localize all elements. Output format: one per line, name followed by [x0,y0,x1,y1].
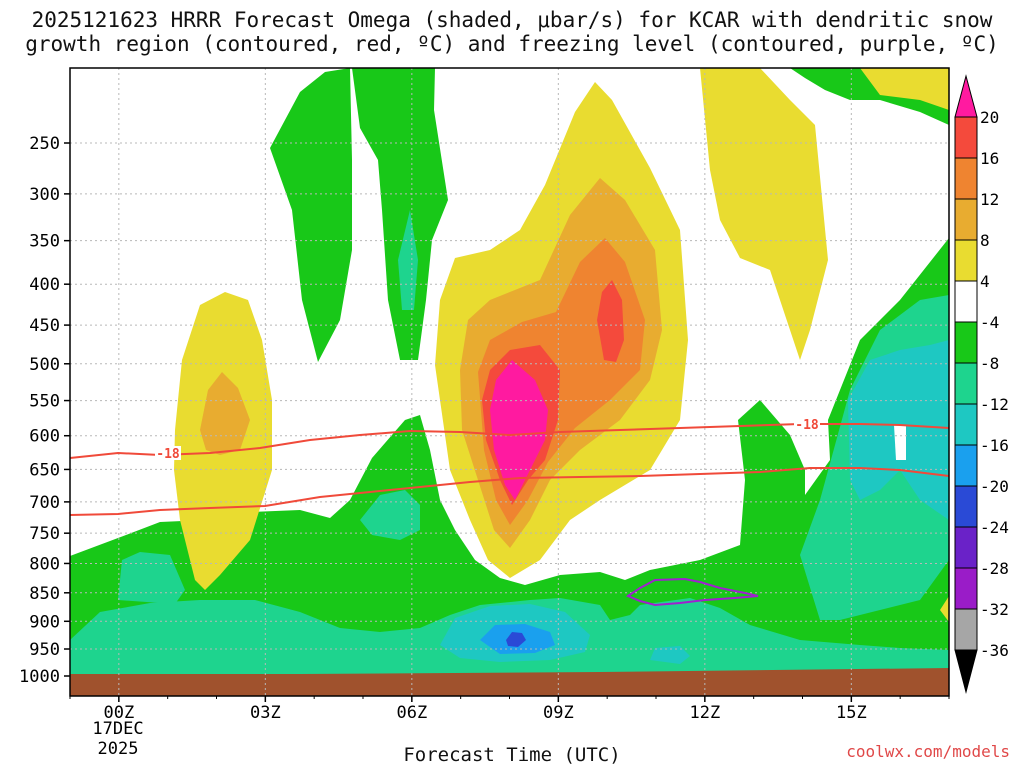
colorbar-label: -36 [980,641,1009,660]
chart-title-line1: 2025121623 HRRR Forecast Omega (shaded, … [31,8,993,32]
y-tick-label: 600 [29,427,60,447]
colorbar-segment [954,485,978,528]
colorbar-segment [954,116,978,159]
y-tick-label: 300 [29,185,60,205]
y-tick-label: 900 [29,612,60,632]
y-tick-label: 950 [29,640,60,660]
y-tick-label: 850 [29,584,60,604]
colorbar-segment [954,280,978,323]
colorbar-segment [954,239,978,282]
colorbar-segment [954,362,978,405]
colorbar-segment [954,444,978,487]
colorbar-label: -16 [980,436,1009,455]
y-tick-label: 450 [29,316,60,336]
omega-region-white-hole [894,425,906,460]
colorbar-label: 4 [980,272,990,291]
contour-label-bg-2 [794,417,820,431]
omega-region-teal-mid [360,490,420,540]
ground-terrain-edge [70,668,949,696]
omega-region-teal-upper-mid [398,210,418,310]
y-axis: 250 300 350 400 450 500 550 600 650 700 750 800 850 9… [19,134,70,687]
omega-region-teal-left [118,552,185,604]
contour-label-bg-1 [155,446,181,460]
omega-region-red-upper [597,280,624,362]
colorbar-segment [954,567,978,610]
colorbar-label: -4 [980,313,999,332]
colorbar-segment [954,157,978,200]
colorbar-label: 20 [980,108,999,127]
colorbar-segment [954,403,978,446]
x-tick-label: 00Z [103,703,134,723]
colorbar-segment [954,74,978,118]
x-axis-title: Forecast Time (UTC) [403,744,621,766]
y-tick-label: 350 [29,232,60,252]
omega-region-cyan-small [650,646,690,664]
omega-region-magenta-core [490,360,548,500]
colorbar-segment [954,526,978,569]
colorbar-label: -8 [980,354,999,373]
omega-region-yellow-topright [860,68,949,110]
colorbar-segment [954,649,978,694]
x-tick-label: 06Z [396,703,427,723]
x-tick-label: 03Z [250,703,281,723]
dgz-contour-lower [69,467,950,516]
colorbar-label: 12 [980,190,999,209]
contour-label-1: -18 [156,447,180,462]
chart-title-line2: growth region (contoured, red, ºC) and f… [25,32,999,56]
y-tick-label: 750 [29,524,60,544]
x-tick-label: 09Z [543,703,574,723]
colorbar-label: -20 [980,477,1009,496]
colorbar-label: -32 [980,600,1009,619]
date-label-day: 17DEC [92,719,143,739]
gridlines [70,68,949,696]
date-label-year: 2025 [98,739,139,759]
x-tick-label: 12Z [689,703,720,723]
y-tick-label: 550 [29,392,60,412]
omega-region-darkblue-core [506,632,526,647]
omega-region-green-lowlevel [70,238,949,696]
y-tick-label: 250 [29,134,60,154]
contour-label-2: -18 [795,418,819,433]
y-tick-label: 800 [29,554,60,574]
colorbar-label: 16 [980,149,999,168]
colorbar-segment [954,608,978,651]
y-tick-label: 650 [29,460,60,480]
omega-region-green-upper-left [270,68,352,362]
x-axis: 00Z 03Z 06Z 09Z 12Z 15Z [69,696,950,723]
y-tick-label: 400 [29,275,60,295]
y-tick-label: 700 [29,493,60,513]
x-tick-label: 15Z [836,703,867,723]
colorbar-label: -28 [980,559,1009,578]
y-tick-label: 1000 [19,667,60,687]
colorbar: 20 16 12 8 4 -4 -8 -12 -16 -20 -24 -28 -32 -36 [954,74,1009,694]
freezing-level-contour [625,577,759,607]
omega-shading [70,68,949,696]
y-tick-label: 500 [29,355,60,375]
contours: -18 -18 [69,417,950,607]
omega-region-green-upper-mid [352,68,448,360]
omega-region-yellow-upper-right [700,68,828,360]
watermark: coolwx.com/models [846,742,1010,761]
colorbar-label: -24 [980,518,1009,537]
colorbar-segment [954,198,978,241]
omega-region-yellow-edge-right [940,596,949,622]
colorbar-segment [954,321,978,364]
colorbar-label: -12 [980,395,1009,414]
colorbar-label: 8 [980,231,990,250]
omega-region-lightorange-left [200,372,250,455]
